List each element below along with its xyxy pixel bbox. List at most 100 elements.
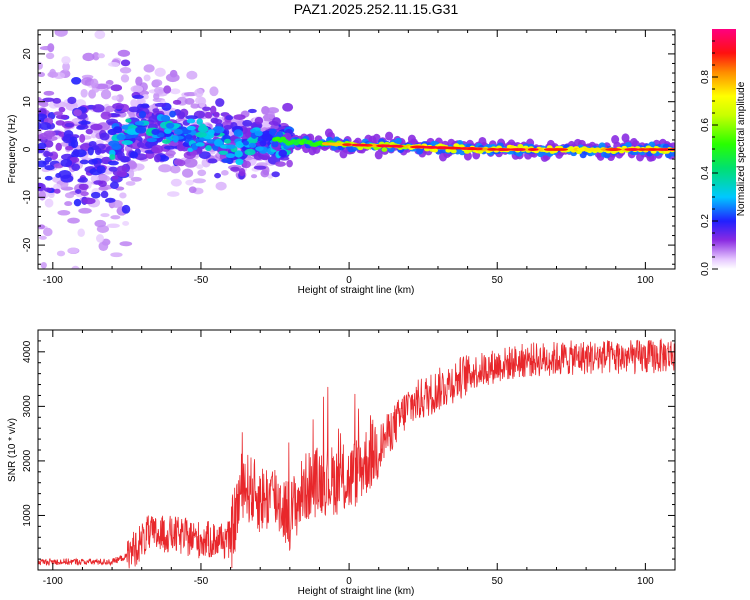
spectrogram-cell — [222, 134, 231, 140]
spectrogram-cell — [96, 174, 111, 183]
spectrogram-cell — [487, 147, 498, 151]
spectrogram-cell — [268, 128, 278, 136]
spectrogram-cell — [136, 141, 145, 148]
spectrogram-cell — [196, 118, 203, 125]
spectrogram-cell — [61, 56, 71, 65]
spectrogram-cell — [163, 145, 176, 150]
spectrogram-cell — [385, 131, 394, 141]
spectrogram-cell — [105, 197, 116, 203]
spectrogram-cell — [225, 144, 236, 150]
spectrogram-cell — [67, 247, 79, 254]
spectrogram-cell — [202, 106, 212, 112]
spectrogram-cell — [342, 143, 352, 147]
spectrogram-cell — [55, 120, 65, 126]
spectrogram-cell — [77, 228, 85, 238]
spectrogram-cell — [278, 149, 288, 157]
spectrogram-cell — [77, 178, 85, 183]
spectrogram-cell — [153, 92, 160, 100]
spectrogram-cell — [44, 165, 55, 171]
spectrogram-cell — [423, 145, 438, 149]
spectrogram-cell — [106, 223, 120, 229]
spectrogram-cell — [261, 133, 273, 141]
spectrogram-cell — [38, 146, 45, 154]
spectrogram-cell — [110, 252, 123, 258]
spectrogram-cell — [188, 186, 197, 194]
spectrogram-cell — [116, 170, 128, 178]
spectrogram-cell — [38, 182, 46, 192]
spectrogram-cell — [48, 191, 55, 199]
spectrogram-cell — [271, 141, 279, 148]
spectrogram-cell — [39, 45, 54, 51]
spectrogram-cell — [117, 49, 131, 57]
spectrogram-cell — [215, 181, 227, 191]
spectrogram-cell — [120, 74, 130, 83]
spectrogram-cell — [177, 159, 186, 167]
spectrogram-cell — [259, 155, 270, 160]
spectrogram-cell — [267, 111, 275, 120]
spectrogram-cell — [276, 131, 284, 138]
spectrogram-cell — [210, 105, 217, 115]
spectrogram-cell — [190, 103, 200, 109]
spectrogram-cell — [432, 148, 439, 153]
spectrogram-cell — [52, 97, 62, 104]
spectrogram-cell — [385, 144, 404, 148]
spectrogram-cell — [381, 147, 388, 152]
x-tick-label: -100 — [43, 275, 63, 286]
spectrogram-cell — [111, 95, 120, 101]
spectrogram-cell — [230, 166, 240, 172]
x-tick-label: 50 — [492, 576, 504, 587]
spectrogram-cell — [55, 142, 62, 152]
spectrogram-cell — [129, 151, 139, 159]
spectrogram-cell — [151, 144, 164, 154]
spectrogram-cell — [72, 148, 80, 157]
spectrogram-cell — [186, 118, 196, 124]
spectrogram-cell — [154, 67, 166, 77]
y-tick-label: 20 — [22, 48, 33, 60]
x-tick-label: 0 — [346, 275, 352, 286]
spectrogram-cell — [248, 139, 258, 144]
spectrogram-cell — [254, 130, 263, 137]
spectrogram-cell — [225, 153, 236, 159]
spectrogram-cell — [64, 122, 75, 128]
spectrogram-cell — [78, 120, 91, 125]
spectrogram-cell — [130, 85, 144, 93]
spectrogram-cell — [53, 188, 61, 194]
spectrogram-cell — [102, 14, 109, 21]
spectrogram-cell — [55, 114, 69, 120]
spectrogram-cell — [214, 172, 221, 179]
snr-xlabel: Height of straight line (km) — [298, 586, 415, 597]
spectrogram-cell — [242, 119, 253, 127]
spectrogram-cell — [79, 159, 89, 165]
spectrogram-cell — [40, 261, 47, 269]
spectrogram-cell — [242, 160, 251, 169]
spectrogram-cell — [94, 147, 102, 155]
spectrogram-cell — [605, 148, 622, 151]
spectrogram-cell — [221, 158, 232, 163]
spectrogram-cell — [235, 158, 244, 166]
spectrogram-cell — [152, 108, 160, 113]
spectrogram-cell — [79, 133, 86, 143]
spectrogram-cell — [224, 138, 231, 144]
spectrogram-cell — [100, 111, 112, 120]
spectrogram-cell — [261, 120, 271, 128]
spectrogram-cell — [204, 111, 213, 119]
spectrogram-cell — [42, 97, 55, 102]
colorbar-tick-label: 0.2 — [700, 214, 711, 228]
spectrogram-cell — [56, 250, 66, 257]
spectrogram-cell — [253, 165, 267, 170]
spectrogram-cell — [94, 30, 106, 40]
spectrogram-cell — [135, 76, 143, 87]
spectrogram-cell — [107, 128, 118, 136]
spectrogram-cell — [161, 139, 171, 145]
spectrogram-cell — [151, 79, 163, 87]
spectrogram-cell — [576, 147, 587, 152]
spectrogram-cell — [126, 128, 138, 135]
spectrogram-cell — [94, 219, 107, 228]
x-tick-label: 100 — [637, 576, 654, 587]
spectrogram-cell — [173, 128, 183, 135]
spectrogram-cell — [58, 169, 72, 179]
x-tick-label: 50 — [492, 275, 504, 286]
spectrogram-cell — [38, 190, 47, 201]
spectrogram-cell — [209, 86, 219, 97]
